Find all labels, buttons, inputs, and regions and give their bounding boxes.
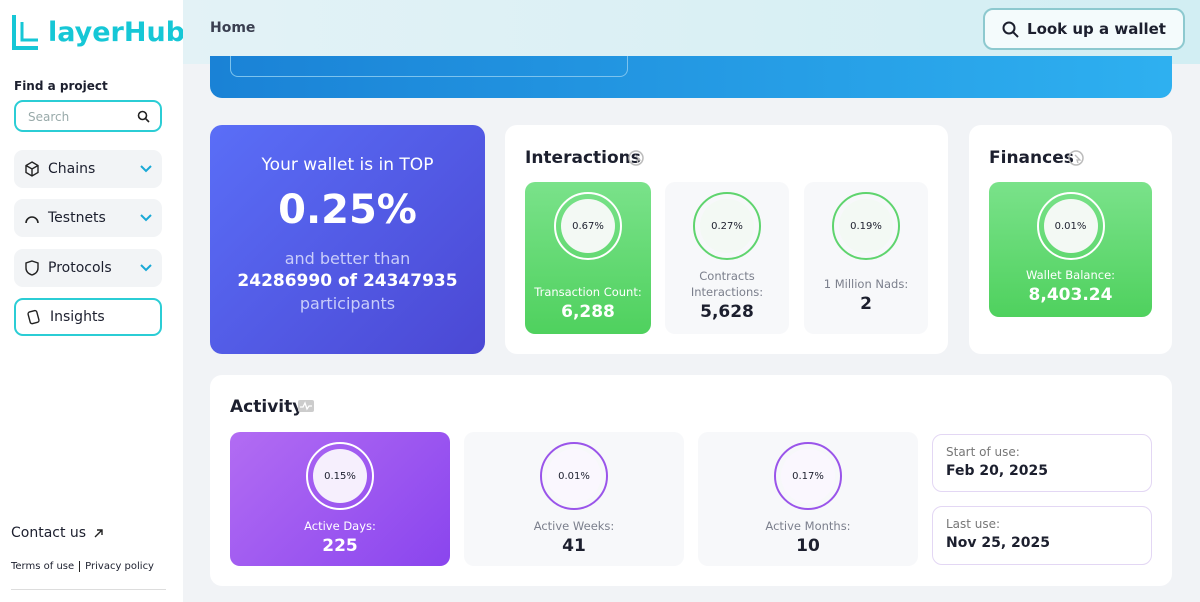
logo-text: layerHub bbox=[48, 16, 186, 48]
stat-label: Wallet Balance: bbox=[1025, 268, 1116, 282]
stat-value: 10 bbox=[796, 536, 820, 556]
stat-value: 225 bbox=[322, 536, 358, 556]
rank-better: and better than bbox=[284, 249, 411, 268]
lookup-button[interactable]: Look up a wallet bbox=[983, 8, 1185, 50]
stat-value: 5,628 bbox=[700, 302, 754, 322]
ring: 0.15% bbox=[306, 442, 374, 510]
stat-label: Contracts Interactions: bbox=[690, 269, 764, 299]
stat-card: 0.19% 1 Million Nads: 2 bbox=[804, 182, 928, 334]
terms-link[interactable]: Terms of use bbox=[11, 561, 81, 572]
lookup-label: Look up a wallet bbox=[1027, 20, 1166, 38]
breadcrumb[interactable]: Home bbox=[210, 20, 256, 36]
search-placeholder: Search bbox=[28, 110, 70, 124]
ring: 0.27% bbox=[693, 192, 761, 260]
arrow-icon bbox=[94, 528, 103, 537]
stat-label: 1 Million Nads: bbox=[823, 277, 909, 291]
stat-card: 0.67% Transaction Count: 6,288 bbox=[525, 182, 651, 334]
ring: 0.17% bbox=[774, 442, 842, 510]
ring: 0.67% bbox=[554, 192, 622, 260]
date-value: Nov 25, 2025 bbox=[946, 535, 1050, 551]
rank-percent: 0.25% bbox=[278, 187, 417, 233]
stat-card: 0.01% Active Weeks: 41 bbox=[464, 432, 684, 566]
nav-label: Protocols bbox=[48, 260, 112, 276]
contact-link[interactable]: Contact us bbox=[11, 525, 103, 541]
info-icon bbox=[628, 150, 644, 166]
stat-value: 41 bbox=[562, 536, 586, 556]
stat-value: 2 bbox=[860, 294, 872, 314]
chevron bbox=[140, 264, 152, 272]
chevron bbox=[140, 214, 152, 222]
search-icon bbox=[1002, 21, 1019, 38]
section-title: Finances bbox=[989, 148, 1074, 168]
find-label: Find a project bbox=[14, 79, 108, 93]
nav-icon bbox=[25, 260, 39, 276]
stat-label: Transaction Count: bbox=[534, 285, 642, 299]
section-title: Interactions bbox=[525, 148, 641, 168]
rank-title: Your wallet is in TOP bbox=[261, 155, 434, 175]
sidebar: layerHub Find a project Search Chains Te… bbox=[0, 0, 185, 602]
rank-count: 24286990 of 24347935 bbox=[237, 271, 458, 291]
stat-percent: 0.67% bbox=[561, 199, 615, 253]
stat-percent: 0.27% bbox=[700, 199, 754, 253]
logo[interactable]: layerHub bbox=[10, 12, 185, 52]
ring: 0.01% bbox=[1036, 192, 1105, 260]
stat-card: 0.27% Contracts Interactions: 5,628 bbox=[665, 182, 789, 334]
logo-icon bbox=[12, 15, 38, 50]
rank-card: Your wallet is in TOP 0.25% and better t… bbox=[210, 125, 485, 354]
nav-icon bbox=[25, 216, 39, 224]
info-icon bbox=[1068, 150, 1084, 166]
banner-field bbox=[230, 56, 628, 77]
rank-participants: participants bbox=[299, 294, 396, 313]
stat-label: Active Months: bbox=[765, 519, 851, 533]
divider bbox=[11, 589, 166, 590]
stat-percent: 0.01% bbox=[1043, 199, 1098, 253]
stat-card: 0.01% Wallet Balance: 8,403.24 bbox=[989, 182, 1152, 317]
date-card: Start of use: Feb 20, 2025 bbox=[932, 434, 1152, 492]
contact-text: Contact us bbox=[11, 525, 87, 541]
stat-percent: 0.15% bbox=[313, 449, 367, 503]
stat-value: 8,403.24 bbox=[1028, 285, 1113, 305]
date-label: Start of use: bbox=[946, 445, 1020, 459]
nav-icon bbox=[25, 161, 39, 177]
ring: 0.19% bbox=[832, 192, 900, 260]
nav-label: Chains bbox=[48, 161, 96, 177]
stat-label: Active Days: bbox=[304, 519, 376, 533]
stat-card: 0.17% Active Months: 10 bbox=[698, 432, 918, 566]
nav-item[interactable]: Protocols bbox=[14, 249, 162, 287]
activity-icon bbox=[298, 400, 314, 412]
stat-card: 0.15% Active Days: 225 bbox=[230, 432, 450, 566]
date-card: Last use: Nov 25, 2025 bbox=[932, 506, 1152, 565]
nav-item[interactable]: Insights bbox=[14, 298, 162, 336]
privacy-link[interactable]: Privacy policy bbox=[85, 561, 154, 572]
stat-percent: 0.17% bbox=[781, 449, 835, 503]
date-label: Last use: bbox=[946, 517, 1001, 531]
stat-percent: 0.01% bbox=[547, 449, 601, 503]
nav-item[interactable]: Chains bbox=[14, 150, 162, 188]
nav-item[interactable]: Testnets bbox=[14, 199, 162, 237]
stat-label: Active Weeks: bbox=[533, 519, 615, 533]
nav-label: Testnets bbox=[48, 210, 106, 226]
date-value: Feb 20, 2025 bbox=[946, 463, 1049, 479]
nav-icon bbox=[27, 309, 40, 325]
search-icon bbox=[137, 110, 150, 123]
nav-label: Insights bbox=[50, 309, 105, 325]
section-title: Activity bbox=[230, 397, 304, 417]
banner bbox=[210, 56, 1172, 98]
footer-links: Terms of use Privacy policy bbox=[11, 561, 154, 572]
chevron bbox=[140, 165, 152, 173]
stat-percent: 0.19% bbox=[839, 199, 893, 253]
ring: 0.01% bbox=[540, 442, 608, 510]
search-input[interactable]: Search bbox=[14, 100, 162, 132]
stat-value: 6,288 bbox=[561, 302, 615, 322]
